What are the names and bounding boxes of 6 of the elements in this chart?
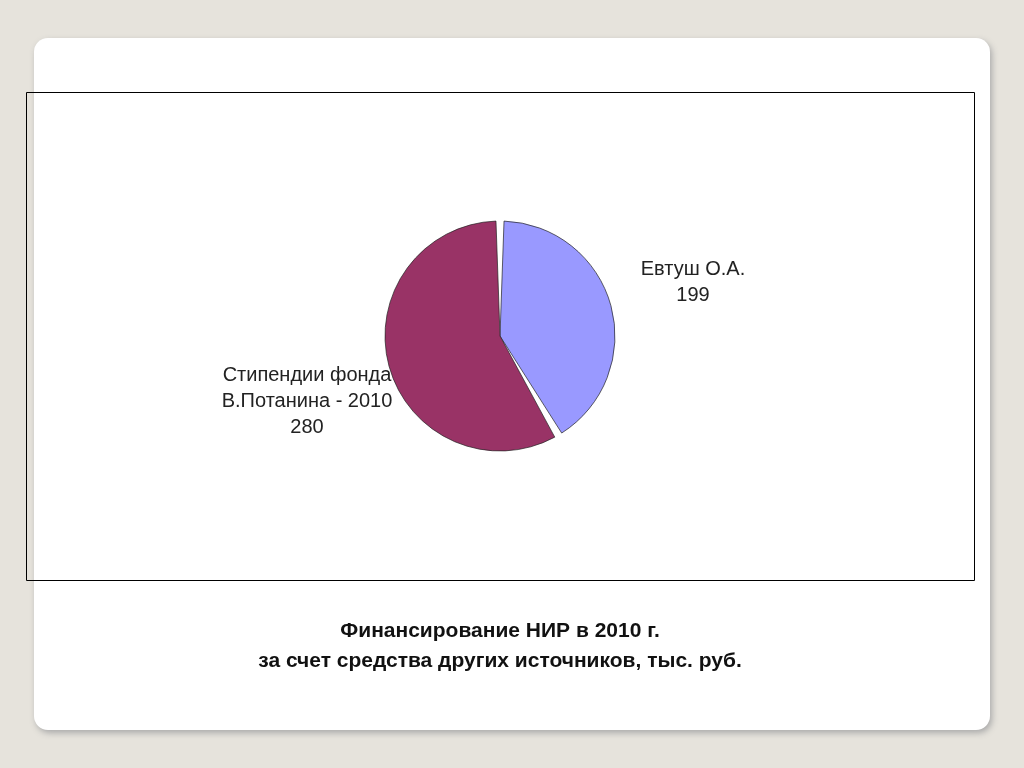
slice-label: Евтуш О.А. [640,257,746,280]
text: за счет средства других источников, тыс. руб. [258,648,742,671]
data-label: 199 [676,283,710,306]
data-label: 280 [290,414,324,437]
text: Финансирование НИР в 2010 г. [340,618,660,641]
slice-label: Стипендии фонда В.Потанина - 2010 [221,362,393,411]
